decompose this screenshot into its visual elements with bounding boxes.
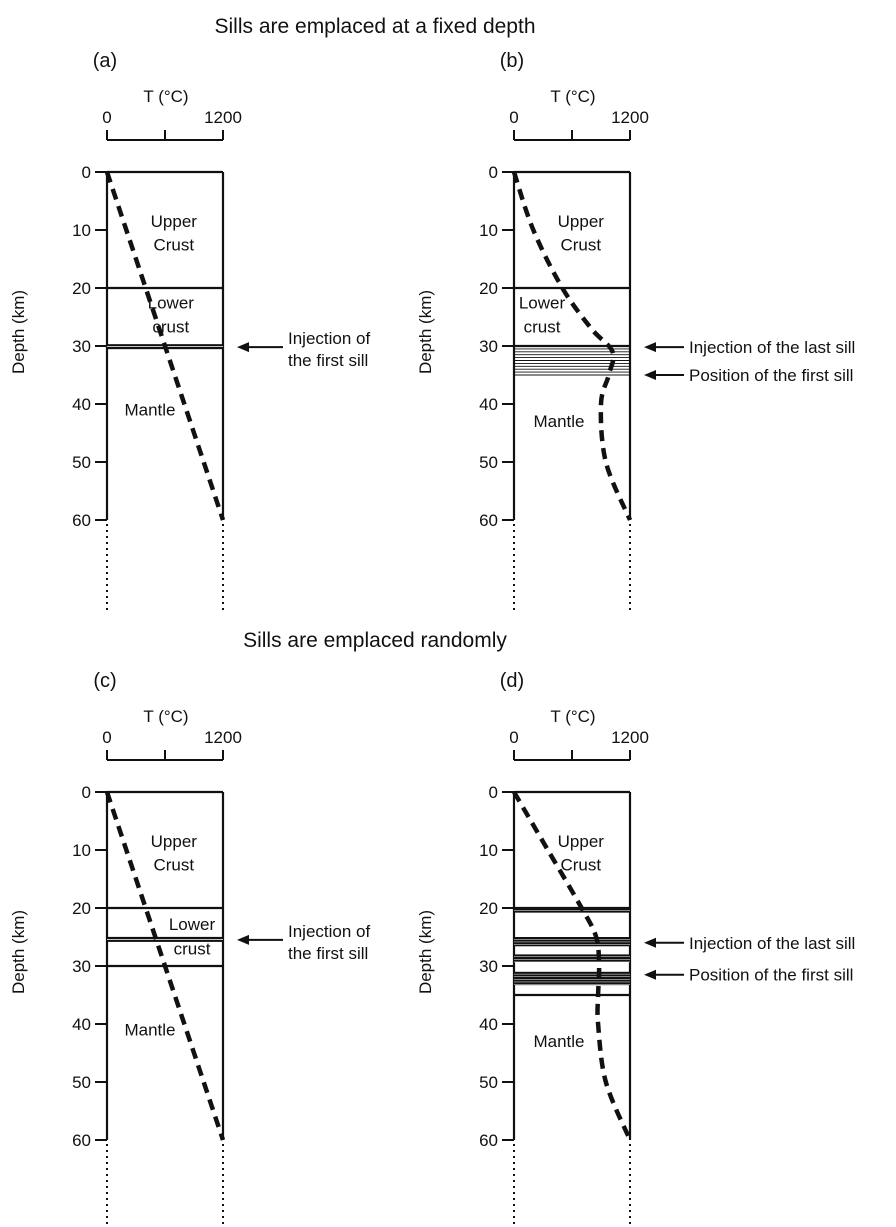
- depth-tick-label: 50: [479, 1073, 498, 1092]
- temperature-tick-label-1200: 1200: [204, 108, 242, 127]
- depth-tick-label: 50: [479, 453, 498, 472]
- upper-crust-label: Upper: [151, 832, 198, 851]
- upper-crust-label: Crust: [153, 855, 194, 874]
- depth-tick-label: 30: [479, 957, 498, 976]
- depth-tick-label: 20: [72, 899, 91, 918]
- mantle-label: Mantle: [533, 1032, 584, 1051]
- depth-tick-label: 10: [72, 841, 91, 860]
- lower-crust-label: Lower: [519, 293, 566, 312]
- lower-crust-label: Lower: [148, 293, 195, 312]
- annotation-text: Injection of: [288, 329, 370, 348]
- mantle-label: Mantle: [124, 1021, 175, 1040]
- lower-crust-label: crust: [174, 939, 211, 958]
- mantle-label: Mantle: [533, 412, 584, 431]
- lower-crust-label: crust: [524, 318, 561, 337]
- depth-tick-label: 60: [479, 1131, 498, 1150]
- panel-tag: (b): [500, 50, 524, 72]
- temperature-tick-label-1200: 1200: [611, 108, 649, 127]
- arrow-head-icon: [644, 342, 656, 353]
- temperature-tick-label-1200: 1200: [204, 728, 242, 747]
- arrow-head-icon: [237, 934, 249, 945]
- geotherm-curve: [511, 171, 633, 521]
- arrow-head-icon: [237, 342, 249, 353]
- depth-axis-label: Depth (km): [416, 290, 435, 374]
- upper-crust-label: Upper: [558, 212, 605, 231]
- panel-d: (d) T (°C) 0 1200 Depth (km) 0 10 20 30 40 50 60 Upp…: [416, 670, 855, 1227]
- arrow-head-icon: [644, 937, 656, 948]
- title-random: Sills are emplaced randomly: [243, 629, 507, 652]
- temperature-tick-label-1200: 1200: [611, 728, 649, 747]
- temperature-axis-label: T (°C): [143, 87, 188, 106]
- depth-tick-label: 30: [72, 957, 91, 976]
- panel-tag: (c): [93, 670, 116, 692]
- temperature-tick-label-0: 0: [102, 108, 111, 127]
- depth-tick-label: 10: [72, 221, 91, 240]
- upper-crust-label: Upper: [558, 832, 605, 851]
- temperature-axis-label: T (°C): [550, 87, 595, 106]
- depth-tick-label: 50: [72, 453, 91, 472]
- upper-crust-label: Crust: [153, 235, 194, 254]
- mantle-label: Mantle: [124, 401, 175, 420]
- annotation-text: the first sill: [288, 944, 368, 963]
- depth-axis-label: Depth (km): [9, 910, 28, 994]
- depth-tick-label: 10: [479, 841, 498, 860]
- upper-crust-label: Crust: [560, 235, 601, 254]
- temperature-tick-label-0: 0: [509, 728, 518, 747]
- upper-crust-label: Crust: [560, 855, 601, 874]
- depth-tick-label: 40: [479, 1015, 498, 1034]
- depth-tick-label: 30: [479, 337, 498, 356]
- depth-tick-label: 60: [479, 511, 498, 530]
- annotation-text: the first sill: [288, 351, 368, 370]
- sill-band: [514, 971, 630, 986]
- panel-b: (b) T (°C) 0 1200 Depth (km) 0 10 20 30 40 50 60 Upp…: [416, 50, 855, 610]
- depth-tick-label: 20: [72, 279, 91, 298]
- sill-band: [514, 954, 630, 962]
- temperature-axis-label: T (°C): [143, 707, 188, 726]
- depth-tick-label: 0: [489, 163, 498, 182]
- annotation-text: Position of the first sill: [689, 366, 853, 385]
- lower-crust-label: Lower: [169, 915, 216, 934]
- sill-band: [514, 937, 630, 947]
- panel-tag: (d): [500, 670, 524, 692]
- panel-tag: (a): [93, 50, 117, 72]
- geotherm-curve: [512, 790, 633, 1141]
- depth-tick-label: 40: [72, 395, 91, 414]
- depth-tick-label: 0: [489, 783, 498, 802]
- annotation-text: Injection of the last sill: [689, 338, 855, 357]
- depth-tick-label: 60: [72, 511, 91, 530]
- annotation-text: Injection of: [288, 922, 370, 941]
- depth-tick-label: 40: [72, 1015, 91, 1034]
- depth-tick-label: 0: [82, 783, 91, 802]
- depth-axis-label: Depth (km): [416, 910, 435, 994]
- geotherm-curve: [104, 791, 226, 1141]
- temperature-tick-label-0: 0: [509, 108, 518, 127]
- panel-c: (c) T (°C) 0 1200 Depth (km) 0 10 20 30 40 50 60 Upp…: [9, 670, 370, 1227]
- depth-tick-label: 20: [479, 279, 498, 298]
- annotation-text: Injection of the last sill: [689, 934, 855, 953]
- depth-tick-label: 60: [72, 1131, 91, 1150]
- temperature-tick-label-0: 0: [102, 728, 111, 747]
- depth-axis-label: Depth (km): [9, 290, 28, 374]
- arrow-head-icon: [644, 370, 656, 380]
- arrow-head-icon: [644, 969, 656, 980]
- temperature-axis-label: T (°C): [550, 707, 595, 726]
- panel-a: (a) T (°C) 0 1200 Depth (km) 0 10 20 30 40 50 60 Upp…: [9, 50, 370, 610]
- depth-tick-label: 10: [479, 221, 498, 240]
- annotation-text: Position of the first sill: [689, 966, 853, 985]
- upper-crust-label: Upper: [151, 212, 198, 231]
- geotherm-curve: [104, 171, 226, 521]
- depth-tick-label: 0: [82, 163, 91, 182]
- depth-tick-label: 50: [72, 1073, 91, 1092]
- depth-tick-label: 40: [479, 395, 498, 414]
- depth-tick-label: 20: [479, 899, 498, 918]
- title-fixed-depth: Sills are emplaced at a fixed depth: [214, 15, 535, 38]
- depth-tick-label: 30: [72, 337, 91, 356]
